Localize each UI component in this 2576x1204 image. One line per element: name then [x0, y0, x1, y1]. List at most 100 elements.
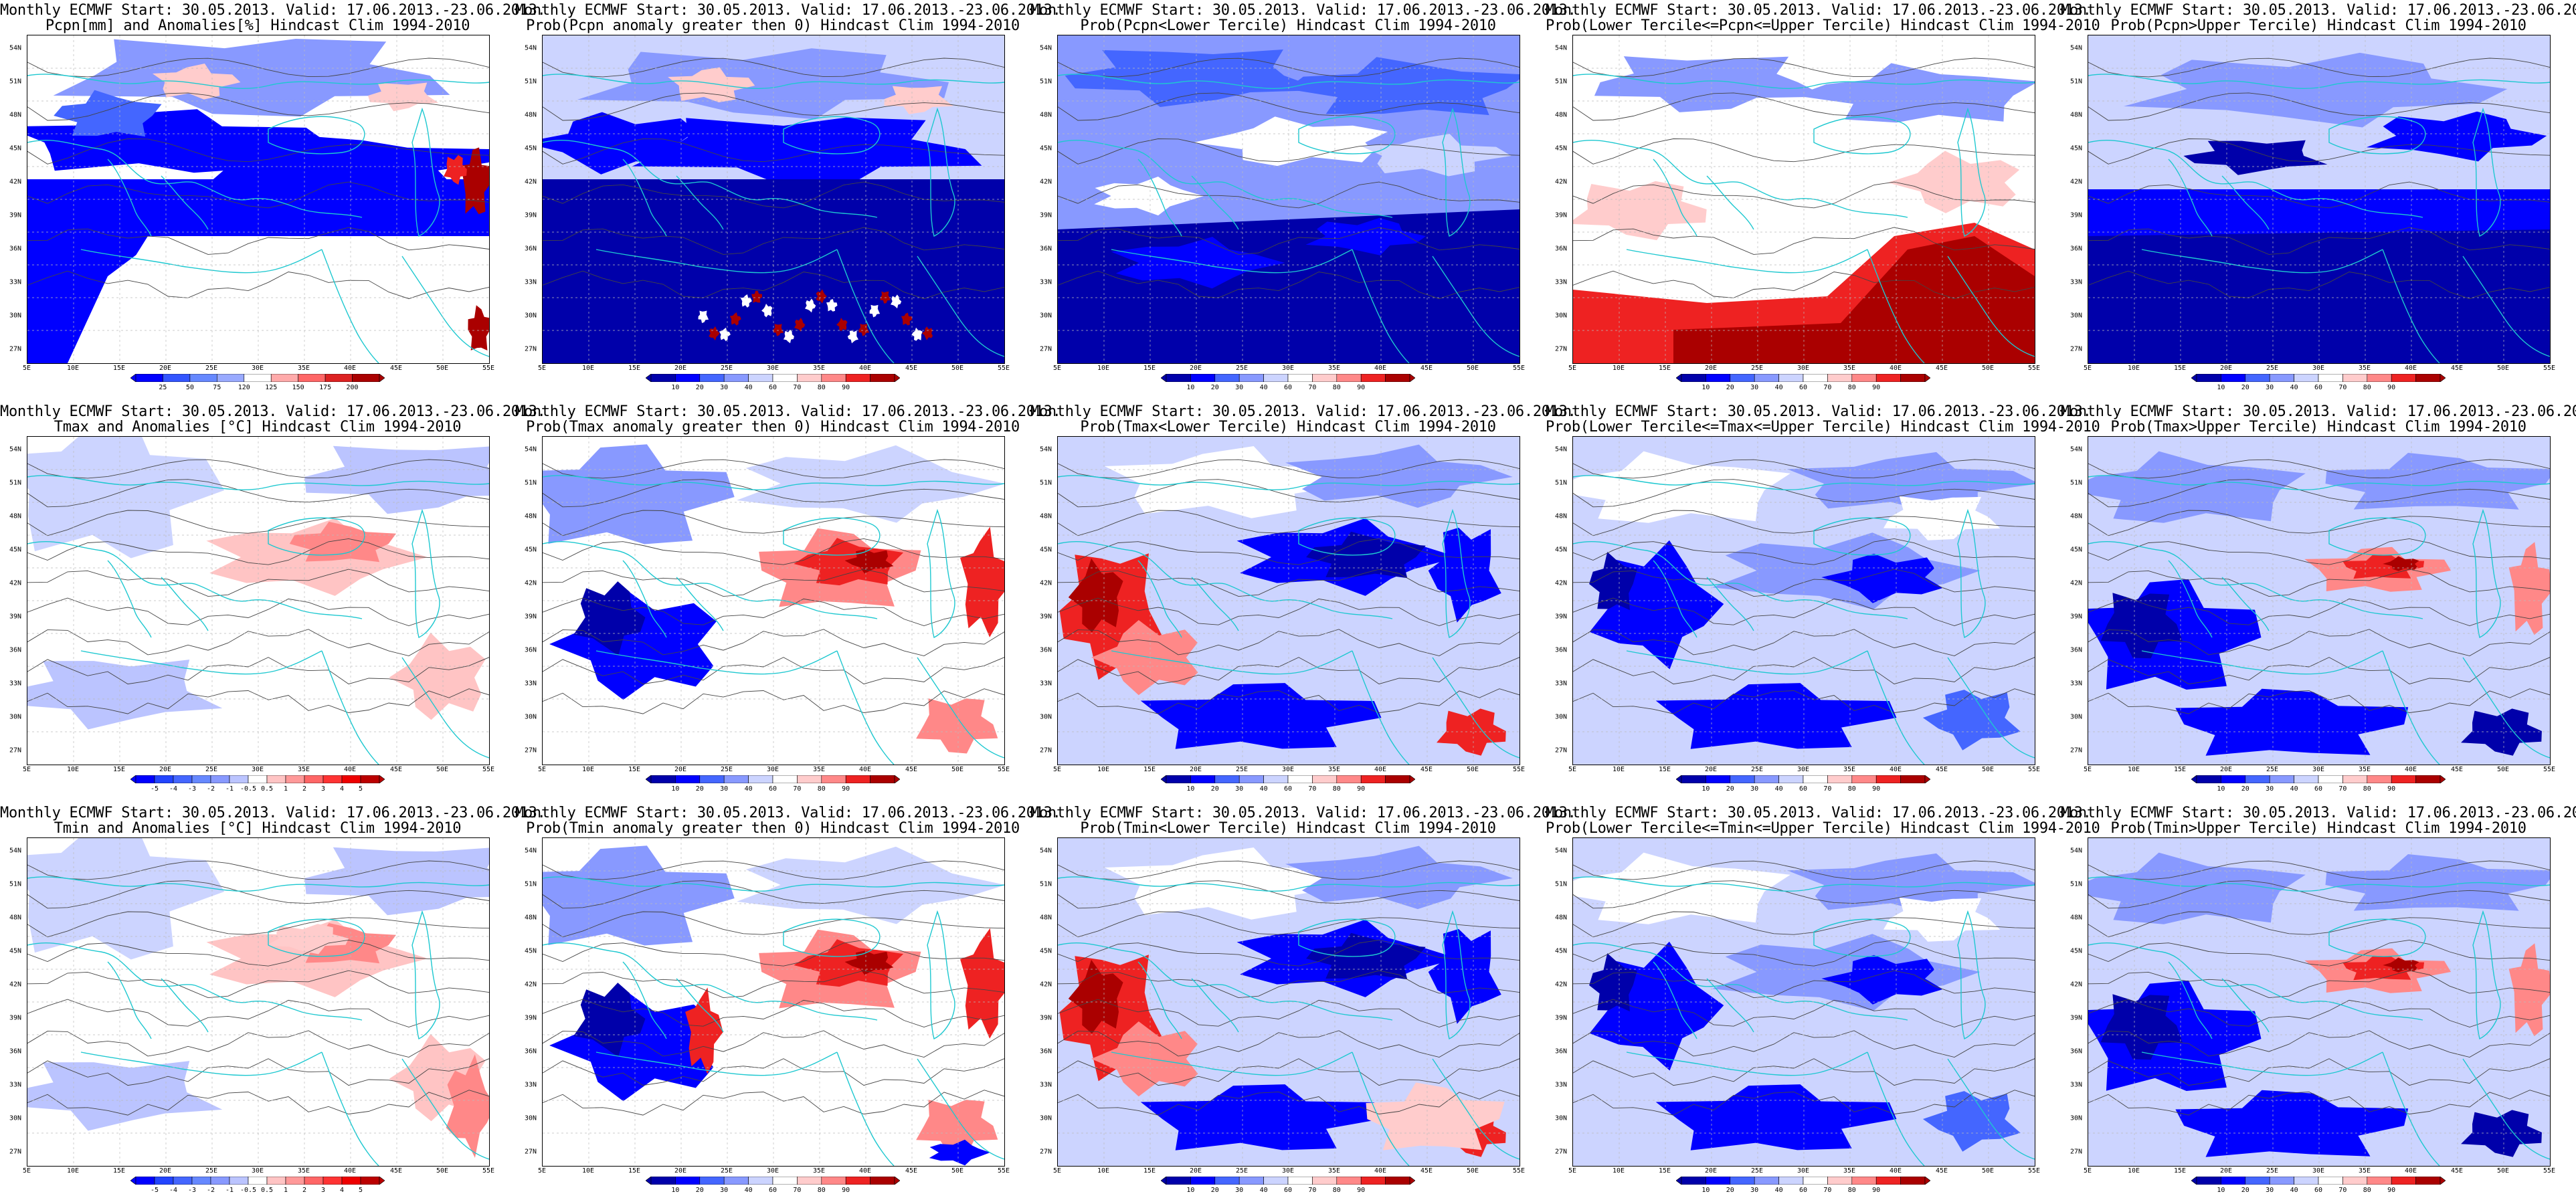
shaded-region [1111, 237, 1285, 289]
isoline [2088, 181, 2550, 209]
colorbar-swatch [1312, 374, 1338, 382]
colorbar-swatch [845, 374, 870, 382]
latitude-tick-label: 39N [9, 613, 22, 621]
colorbar-tick-label: 10 [2217, 384, 2225, 391]
colorbar-tick-label: -2 [206, 785, 215, 793]
longitude-tick-label: 30E [1797, 365, 1810, 372]
latitude-tick-label: 42N [2070, 981, 2083, 989]
colorbar-tick-label: 80 [817, 785, 826, 793]
latitude-tick-label: 27N [525, 345, 537, 353]
latitude-tick-label: 51N [1040, 479, 1052, 487]
coastline [2328, 918, 2426, 957]
isoline [27, 138, 489, 165]
colorbar-swatch [797, 1177, 822, 1185]
colorbar-swatch [229, 775, 249, 783]
longitude-tick-label: 25E [720, 365, 733, 372]
latitude-tick-label: 48N [1040, 512, 1052, 520]
colorbar-swatch [173, 775, 193, 783]
colorbar-tick-label: 70 [1308, 384, 1317, 391]
colorbar-tick-label: 60 [768, 785, 777, 793]
coastline [2088, 876, 2550, 892]
coastline [268, 918, 365, 957]
latitude-tick-label: 27N [1040, 1148, 1052, 1156]
longitude-tick-label: 20E [1704, 766, 1718, 773]
colorbar-swatch [1360, 374, 1386, 382]
colorbar-arrow-left [1676, 1177, 1682, 1185]
isoline [1573, 880, 2035, 909]
longitude-tick-label: 5E [2083, 1167, 2092, 1175]
forecast-map [542, 436, 1005, 765]
coastline [783, 918, 881, 957]
shaded-region [2088, 229, 2550, 363]
longitude-tick-label: 25E [1235, 1167, 1249, 1175]
latitude-tick-label: 36N [9, 646, 22, 654]
forecast-map [1572, 436, 2035, 765]
colorbar-swatch [1214, 775, 1240, 783]
longitude-tick-label: 10E [581, 766, 595, 773]
longitude-tick-label: 55E [997, 365, 1010, 372]
coastline [1573, 942, 1908, 1021]
shaded-region [2325, 854, 2550, 911]
colorbar-swatch [1803, 775, 1828, 783]
longitude-tick-label: 25E [720, 1167, 733, 1175]
coastline [27, 942, 363, 1021]
colorbar-tick-label: 30 [2266, 1187, 2274, 1194]
longitude-tick-label: 30E [1281, 1167, 1295, 1175]
longitude-tick-label: 25E [720, 766, 733, 773]
colorbar-tick-label: 90 [2387, 1187, 2396, 1194]
colorbar-tick-label: 20 [2241, 384, 2249, 391]
coastline [927, 508, 955, 639]
colorbar-swatch [1706, 1177, 1731, 1185]
panel-title-line2: Prob(Pcpn<Lower Tercile) Hindcast Clim 1… [1080, 17, 1496, 34]
colorbar-tick-label: 10 [1701, 1187, 1710, 1194]
isoline [1573, 860, 2035, 880]
latitude-tick-label: 30N [9, 312, 22, 320]
longitude-tick-label: 50E [2496, 766, 2510, 773]
colorbar-tick-label: 70 [793, 384, 802, 391]
latitude-tick-label: 27N [2070, 1148, 2083, 1156]
colorbar-tick-label: 90 [842, 785, 850, 793]
colorbar-swatch [2196, 374, 2221, 382]
longitude-tick-label: 55E [1512, 1167, 1526, 1175]
colorbar-swatch [1778, 1177, 1804, 1185]
colorbar [1161, 1177, 1415, 1185]
shaded-region [826, 299, 838, 312]
shaded-region [901, 312, 913, 326]
isoline [1573, 227, 2035, 255]
colorbar-tick-label: 10 [671, 1187, 680, 1194]
colorbar [1161, 775, 1415, 783]
longitude-tick-label: 15E [1143, 365, 1156, 372]
shaded-region [884, 86, 953, 114]
latitude-tick-label: 48N [9, 914, 22, 922]
coastline [1058, 540, 1393, 619]
coastline [2221, 978, 2270, 1033]
latitude-tick-label: 33N [525, 680, 537, 688]
coastline [1573, 74, 2035, 89]
colorbar-swatch [210, 1177, 230, 1185]
coastline [107, 961, 152, 1039]
latitude-tick-label: 36N [1555, 1047, 1568, 1056]
panel-title-line1: Monthly ECMWF Start: 30.05.2013. Valid: … [515, 2, 1061, 19]
colorbar [2191, 1177, 2446, 1185]
coastline [1813, 116, 1911, 155]
isoline [2088, 58, 2550, 78]
coastline [1813, 517, 1911, 556]
coastline [1957, 508, 1986, 639]
isoline [2088, 479, 2550, 508]
coastline [1442, 910, 1471, 1040]
isoline [543, 138, 1004, 165]
shaded-region [783, 329, 794, 344]
latitude-tick-label: 33N [1040, 1081, 1052, 1089]
forecast-map [542, 837, 1005, 1167]
colorbar-tick-label: 30 [2266, 785, 2274, 793]
forecast-panel-tmin-low: Monthly ECMWF Start: 30.05.2013. Valid: … [1030, 803, 1576, 1204]
coastline [161, 978, 209, 1033]
isoline [27, 227, 489, 255]
isoline [543, 999, 1004, 1027]
colorbar-swatch [821, 775, 846, 783]
shaded-region [1594, 56, 1827, 112]
coastline [1191, 978, 1239, 1033]
latitude-tick-label: 54N [1555, 847, 1568, 855]
colorbar-tick-label: 40 [2290, 785, 2298, 793]
longitude-tick-label: 40E [1889, 365, 1902, 372]
